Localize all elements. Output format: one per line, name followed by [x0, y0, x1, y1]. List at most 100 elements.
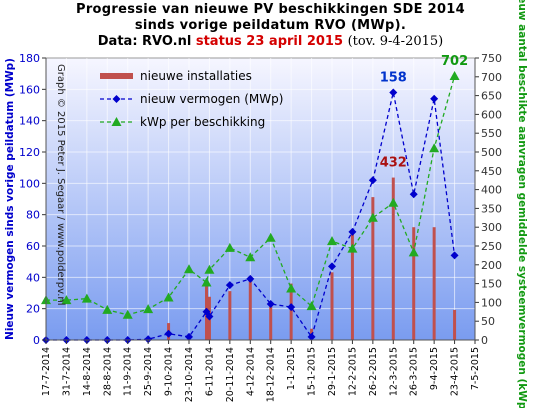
data-point-triangle	[388, 197, 399, 207]
y-right-tick-label: 50	[481, 315, 495, 328]
y-right-tick-label: 450	[481, 165, 502, 178]
data-point-triangle	[81, 293, 92, 303]
axes: 0 20 40 60 80 100 120 140 160 180 0 50 100 150 200 250 3…	[19, 52, 502, 402]
legend-label: nieuw vermogen (MWp)	[140, 92, 283, 106]
data-point-triangle	[367, 212, 378, 222]
data-label: 432	[380, 156, 407, 171]
data-point-triangle	[224, 242, 235, 252]
y-right-tick-label: 550	[481, 127, 502, 140]
data-point-triangle	[327, 236, 337, 246]
bar	[391, 177, 395, 340]
y-right-tick-label: 350	[481, 202, 502, 215]
data-point-diamond	[389, 88, 398, 97]
title-note: (tov. 9-4-2015)	[347, 34, 444, 49]
data-label: 158	[380, 70, 407, 85]
chart-title-line-2: sinds vorige peildatum RVO (MWp).	[134, 18, 407, 33]
data-point-diamond	[266, 299, 275, 308]
legend-marker-triangle	[111, 117, 122, 126]
data-point-triangle	[201, 277, 212, 287]
series-line	[46, 75, 456, 316]
x-tick-label: 28-8-2014	[102, 347, 113, 396]
data-point-diamond	[368, 176, 377, 185]
bar	[228, 291, 232, 340]
x-tick-label: 25-9-2014	[143, 347, 154, 396]
y-right-tick-label: 100	[481, 296, 502, 309]
x-tick-label: 29-1-2015	[327, 347, 338, 396]
y-left-tick-label: 120	[19, 146, 40, 159]
data-point-triangle	[163, 292, 174, 302]
data-point-diamond	[430, 94, 439, 103]
y-left-tick-label: 80	[26, 209, 40, 222]
data-point-triangle	[245, 252, 256, 262]
data-point-triangle	[265, 232, 276, 242]
data-point-triangle	[102, 304, 113, 314]
y-right-tick-label: 250	[481, 240, 502, 253]
title-data-source: Data: RVO.nl	[97, 34, 192, 49]
data-point-diamond	[328, 262, 336, 271]
x-tick-label: 26-3-2015	[409, 347, 420, 396]
data-point-triangle	[204, 264, 215, 274]
x-tick-label: 7-5-2015	[470, 347, 481, 390]
y-left-tick-label: 0	[33, 334, 40, 347]
x-tick-label: 12-2-2015	[347, 347, 358, 396]
watermark: Graph © 2015 Peter J. Segaar / www.polde…	[55, 64, 66, 306]
chart-title-line-3: Data: RVO.nl status 23 april 2015 (tov. …	[0, 34, 541, 49]
bar	[432, 227, 436, 340]
y-left-tick-label: 60	[26, 240, 40, 253]
data-point-diamond	[144, 335, 153, 344]
y-right-tick-label: 150	[481, 278, 502, 291]
data-point-triangle	[286, 283, 297, 293]
y-left-tick-label: 40	[26, 271, 40, 284]
data-point-diamond	[246, 274, 255, 283]
y-left-tick-label: 20	[26, 303, 40, 316]
data-point-diamond	[450, 251, 459, 260]
legend-label: kWp per beschikking	[140, 115, 265, 129]
data-point-diamond	[185, 332, 193, 341]
bar	[330, 272, 334, 340]
x-tick-label: 9-4-2015	[429, 347, 440, 390]
y-right-tick-label: 500	[481, 146, 502, 159]
annotations: 158 432 702	[380, 54, 468, 171]
data-point-diamond	[164, 329, 173, 338]
bar	[350, 232, 354, 340]
y-left-tick-label: 100	[19, 177, 40, 190]
bar	[453, 309, 457, 340]
data-point-diamond	[409, 190, 418, 199]
x-tick-label: 26-2-2015	[368, 347, 379, 396]
data-point-triangle	[429, 143, 440, 153]
legend-label: nieuwe installaties	[140, 69, 252, 83]
y-left-tick-label: 160	[19, 83, 40, 96]
bar	[289, 283, 293, 340]
x-tick-label: 6-11-2014	[204, 347, 215, 396]
data-point-triangle	[122, 309, 133, 319]
legend: nieuwe installaties nieuw vermogen (MWp) k…	[100, 69, 283, 129]
data-point-diamond	[307, 332, 316, 341]
bar	[269, 306, 273, 340]
legend-marker-diamond	[112, 95, 121, 103]
chart-title-line-1: Progressie van nieuwe PV beschikkingen S…	[76, 2, 465, 17]
x-tick-label: 11-9-2014	[123, 347, 134, 396]
bar	[412, 227, 416, 340]
x-tick-label: 17-7-2014	[41, 347, 52, 396]
y-right-tick-label: 200	[481, 259, 502, 272]
bar	[248, 276, 252, 340]
y-right-tick-label: 600	[481, 108, 502, 121]
x-tick-label: 31-7-2014	[61, 347, 72, 396]
data-point-triangle	[347, 243, 358, 253]
data-point-triangle	[143, 304, 154, 314]
data-label: 702	[441, 54, 468, 69]
y-left-tick-label: 140	[19, 115, 40, 128]
bar	[371, 197, 375, 340]
data-point-triangle	[184, 264, 194, 274]
data-point-triangle	[449, 71, 460, 81]
y-axis-left-label: Nieuw vermogen sinds vorige peildatum (M…	[4, 58, 16, 340]
x-tick-label: 14-8-2014	[82, 347, 93, 396]
x-tick-label: 12-3-2015	[388, 347, 399, 396]
y-right-tick-label: 700	[481, 71, 502, 84]
data-point-diamond	[225, 281, 234, 290]
data-point-diamond	[287, 303, 296, 312]
legend-swatch-bar	[100, 73, 133, 79]
y-axis-right-label: Nieuw aantal beschikte aanvragen gemidde…	[516, 0, 528, 408]
data-point-diamond	[205, 312, 214, 321]
